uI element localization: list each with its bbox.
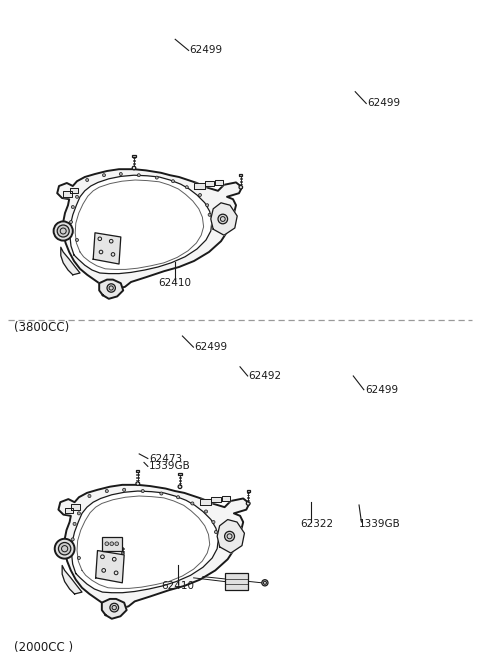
Circle shape [185, 186, 188, 189]
Circle shape [120, 172, 122, 176]
FancyBboxPatch shape [132, 155, 135, 157]
Circle shape [59, 542, 71, 555]
Polygon shape [102, 599, 127, 619]
Text: (3800CC): (3800CC) [14, 321, 70, 334]
Circle shape [107, 284, 115, 292]
Polygon shape [57, 169, 242, 294]
Text: 62322: 62322 [300, 519, 334, 529]
Polygon shape [62, 565, 82, 594]
Polygon shape [96, 551, 124, 583]
Circle shape [136, 482, 140, 485]
Polygon shape [65, 508, 73, 514]
Circle shape [103, 174, 106, 177]
Polygon shape [72, 491, 218, 593]
Circle shape [191, 502, 194, 505]
Circle shape [218, 214, 228, 224]
Text: (2000CC ): (2000CC ) [14, 641, 73, 654]
Polygon shape [59, 485, 250, 614]
Polygon shape [72, 504, 80, 510]
Circle shape [246, 502, 250, 505]
Polygon shape [221, 496, 230, 501]
Circle shape [115, 542, 119, 546]
FancyBboxPatch shape [102, 537, 122, 551]
Circle shape [199, 193, 202, 196]
Text: 62499: 62499 [194, 342, 228, 352]
Circle shape [54, 221, 73, 240]
Text: 62492: 62492 [249, 371, 282, 381]
FancyBboxPatch shape [136, 470, 139, 472]
FancyBboxPatch shape [225, 573, 248, 590]
Circle shape [160, 492, 163, 495]
Circle shape [77, 512, 81, 515]
Circle shape [204, 510, 207, 513]
Circle shape [208, 214, 211, 216]
Circle shape [88, 495, 91, 498]
Circle shape [73, 522, 76, 525]
Circle shape [132, 166, 136, 170]
Circle shape [215, 531, 217, 534]
Circle shape [137, 174, 140, 177]
Polygon shape [211, 203, 237, 235]
Circle shape [105, 489, 108, 493]
Polygon shape [93, 233, 121, 264]
Circle shape [86, 179, 89, 181]
Polygon shape [205, 181, 215, 186]
Circle shape [141, 489, 144, 493]
Circle shape [206, 204, 209, 207]
Circle shape [75, 238, 79, 242]
Polygon shape [211, 496, 221, 502]
Circle shape [72, 206, 74, 208]
Text: 62410: 62410 [161, 581, 194, 591]
Circle shape [122, 488, 126, 491]
Circle shape [75, 195, 79, 198]
Polygon shape [194, 183, 205, 189]
Polygon shape [70, 175, 212, 274]
Circle shape [171, 179, 175, 183]
Circle shape [110, 542, 114, 546]
Circle shape [71, 538, 74, 541]
Circle shape [57, 225, 69, 237]
Circle shape [212, 521, 215, 523]
Circle shape [262, 580, 268, 586]
Polygon shape [61, 247, 80, 275]
Polygon shape [99, 280, 123, 299]
FancyBboxPatch shape [239, 174, 242, 176]
FancyBboxPatch shape [247, 490, 250, 492]
Circle shape [239, 185, 242, 189]
Text: 62473: 62473 [149, 453, 182, 464]
Circle shape [77, 557, 81, 559]
Text: 1339GB: 1339GB [149, 461, 191, 472]
Text: 1339GB: 1339GB [359, 519, 401, 529]
Polygon shape [63, 191, 72, 196]
Text: 62499: 62499 [365, 384, 398, 395]
Circle shape [225, 531, 235, 541]
Circle shape [70, 221, 72, 223]
Circle shape [156, 176, 158, 179]
Circle shape [178, 485, 182, 489]
Polygon shape [70, 188, 78, 193]
Text: 62499: 62499 [367, 98, 400, 109]
Circle shape [122, 552, 124, 554]
Polygon shape [217, 519, 244, 553]
Polygon shape [215, 180, 223, 185]
FancyBboxPatch shape [179, 473, 181, 475]
Circle shape [177, 496, 180, 499]
Text: 62410: 62410 [159, 278, 192, 288]
Text: 62499: 62499 [190, 45, 223, 56]
Polygon shape [200, 499, 211, 505]
Circle shape [55, 539, 74, 559]
Circle shape [105, 542, 108, 546]
Circle shape [110, 603, 119, 612]
